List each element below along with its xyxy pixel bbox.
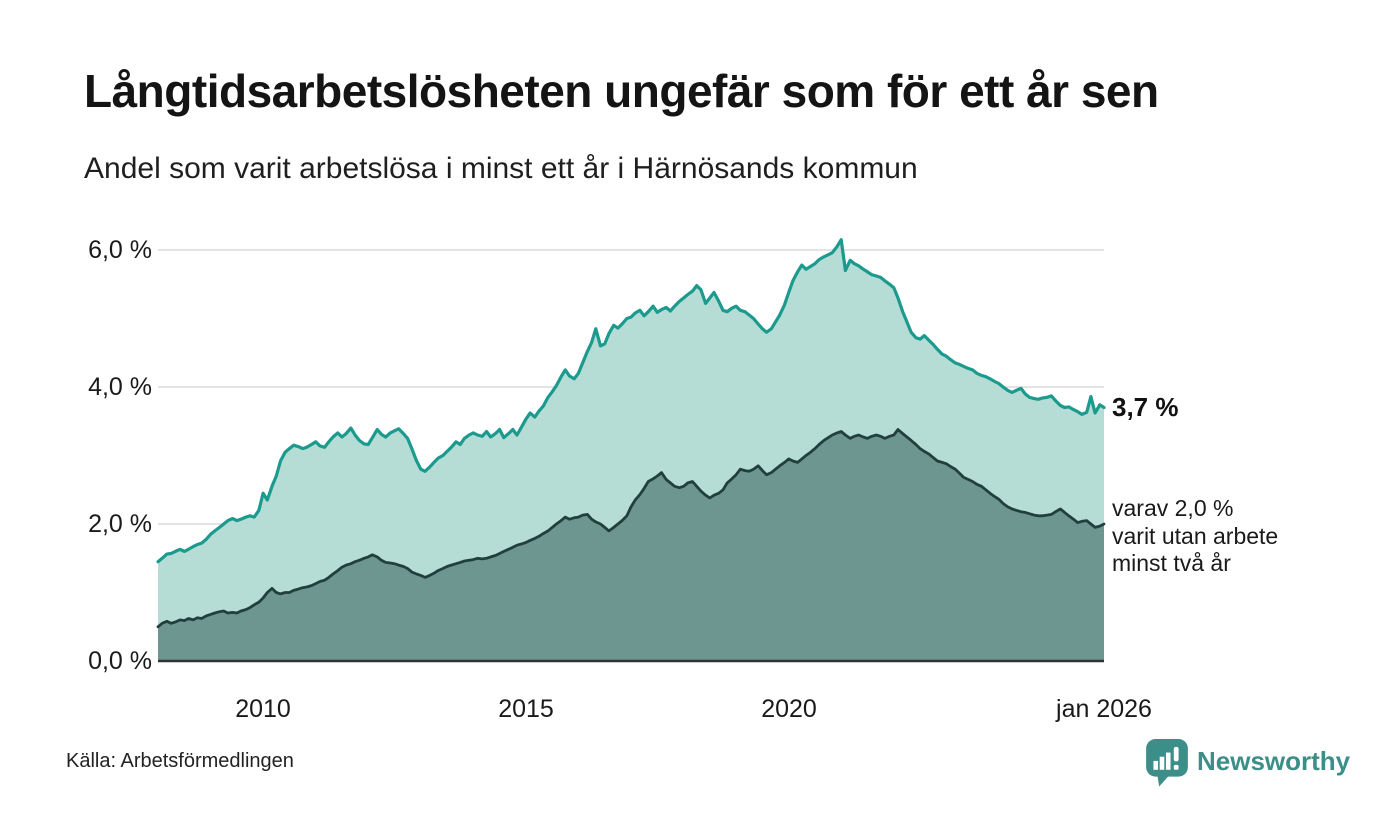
y-tick-0: 0,0 %	[88, 647, 152, 675]
source-credit: Källa: Arbetsförmedlingen	[66, 750, 294, 772]
newsworthy-logo: Newsworthy	[1146, 739, 1350, 787]
line-minst-ett-ar	[156, 238, 1106, 564]
y-tick-4: 4,0 %	[88, 373, 152, 401]
latest-value-label: 3,7 %	[1112, 392, 1179, 422]
x-tick-2010: 2010	[235, 695, 291, 723]
line-minst-tva-ar	[156, 428, 1106, 629]
newsworthy-logo-icon	[1146, 739, 1188, 787]
newsworthy-logo-text: Newsworthy	[1197, 746, 1351, 776]
sub-series-annotation: varav 2,0 % varit utan arbete minst två …	[1112, 495, 1278, 578]
y-tick-2: 2,0 %	[88, 510, 152, 538]
sub-annotation-line1: varav 2,0 %	[1112, 495, 1234, 521]
page-subtitle: Andel som varit arbetslösa i minst ett å…	[84, 152, 918, 185]
sub-annotation-line3: minst två år	[1112, 550, 1231, 576]
logo-exclamation-bar	[1173, 746, 1179, 762]
area-minst-tva-ar	[158, 429, 1104, 661]
logo-bar-1	[1153, 760, 1159, 770]
x-tick-2020: 2020	[761, 695, 817, 723]
page-title: Långtidsarbetslösheten ungefär som för e…	[84, 65, 1159, 117]
y-tick-6: 6,0 %	[88, 236, 152, 264]
sub-annotation-line2: varit utan arbete	[1112, 522, 1279, 549]
logo-bar-2	[1159, 756, 1165, 770]
logo-exclamation-dot	[1173, 764, 1179, 770]
x-tick-2015: 2015	[498, 695, 554, 723]
x-tick-jan-2026: jan 2026	[1056, 695, 1152, 723]
logo-bar-3	[1165, 752, 1171, 770]
